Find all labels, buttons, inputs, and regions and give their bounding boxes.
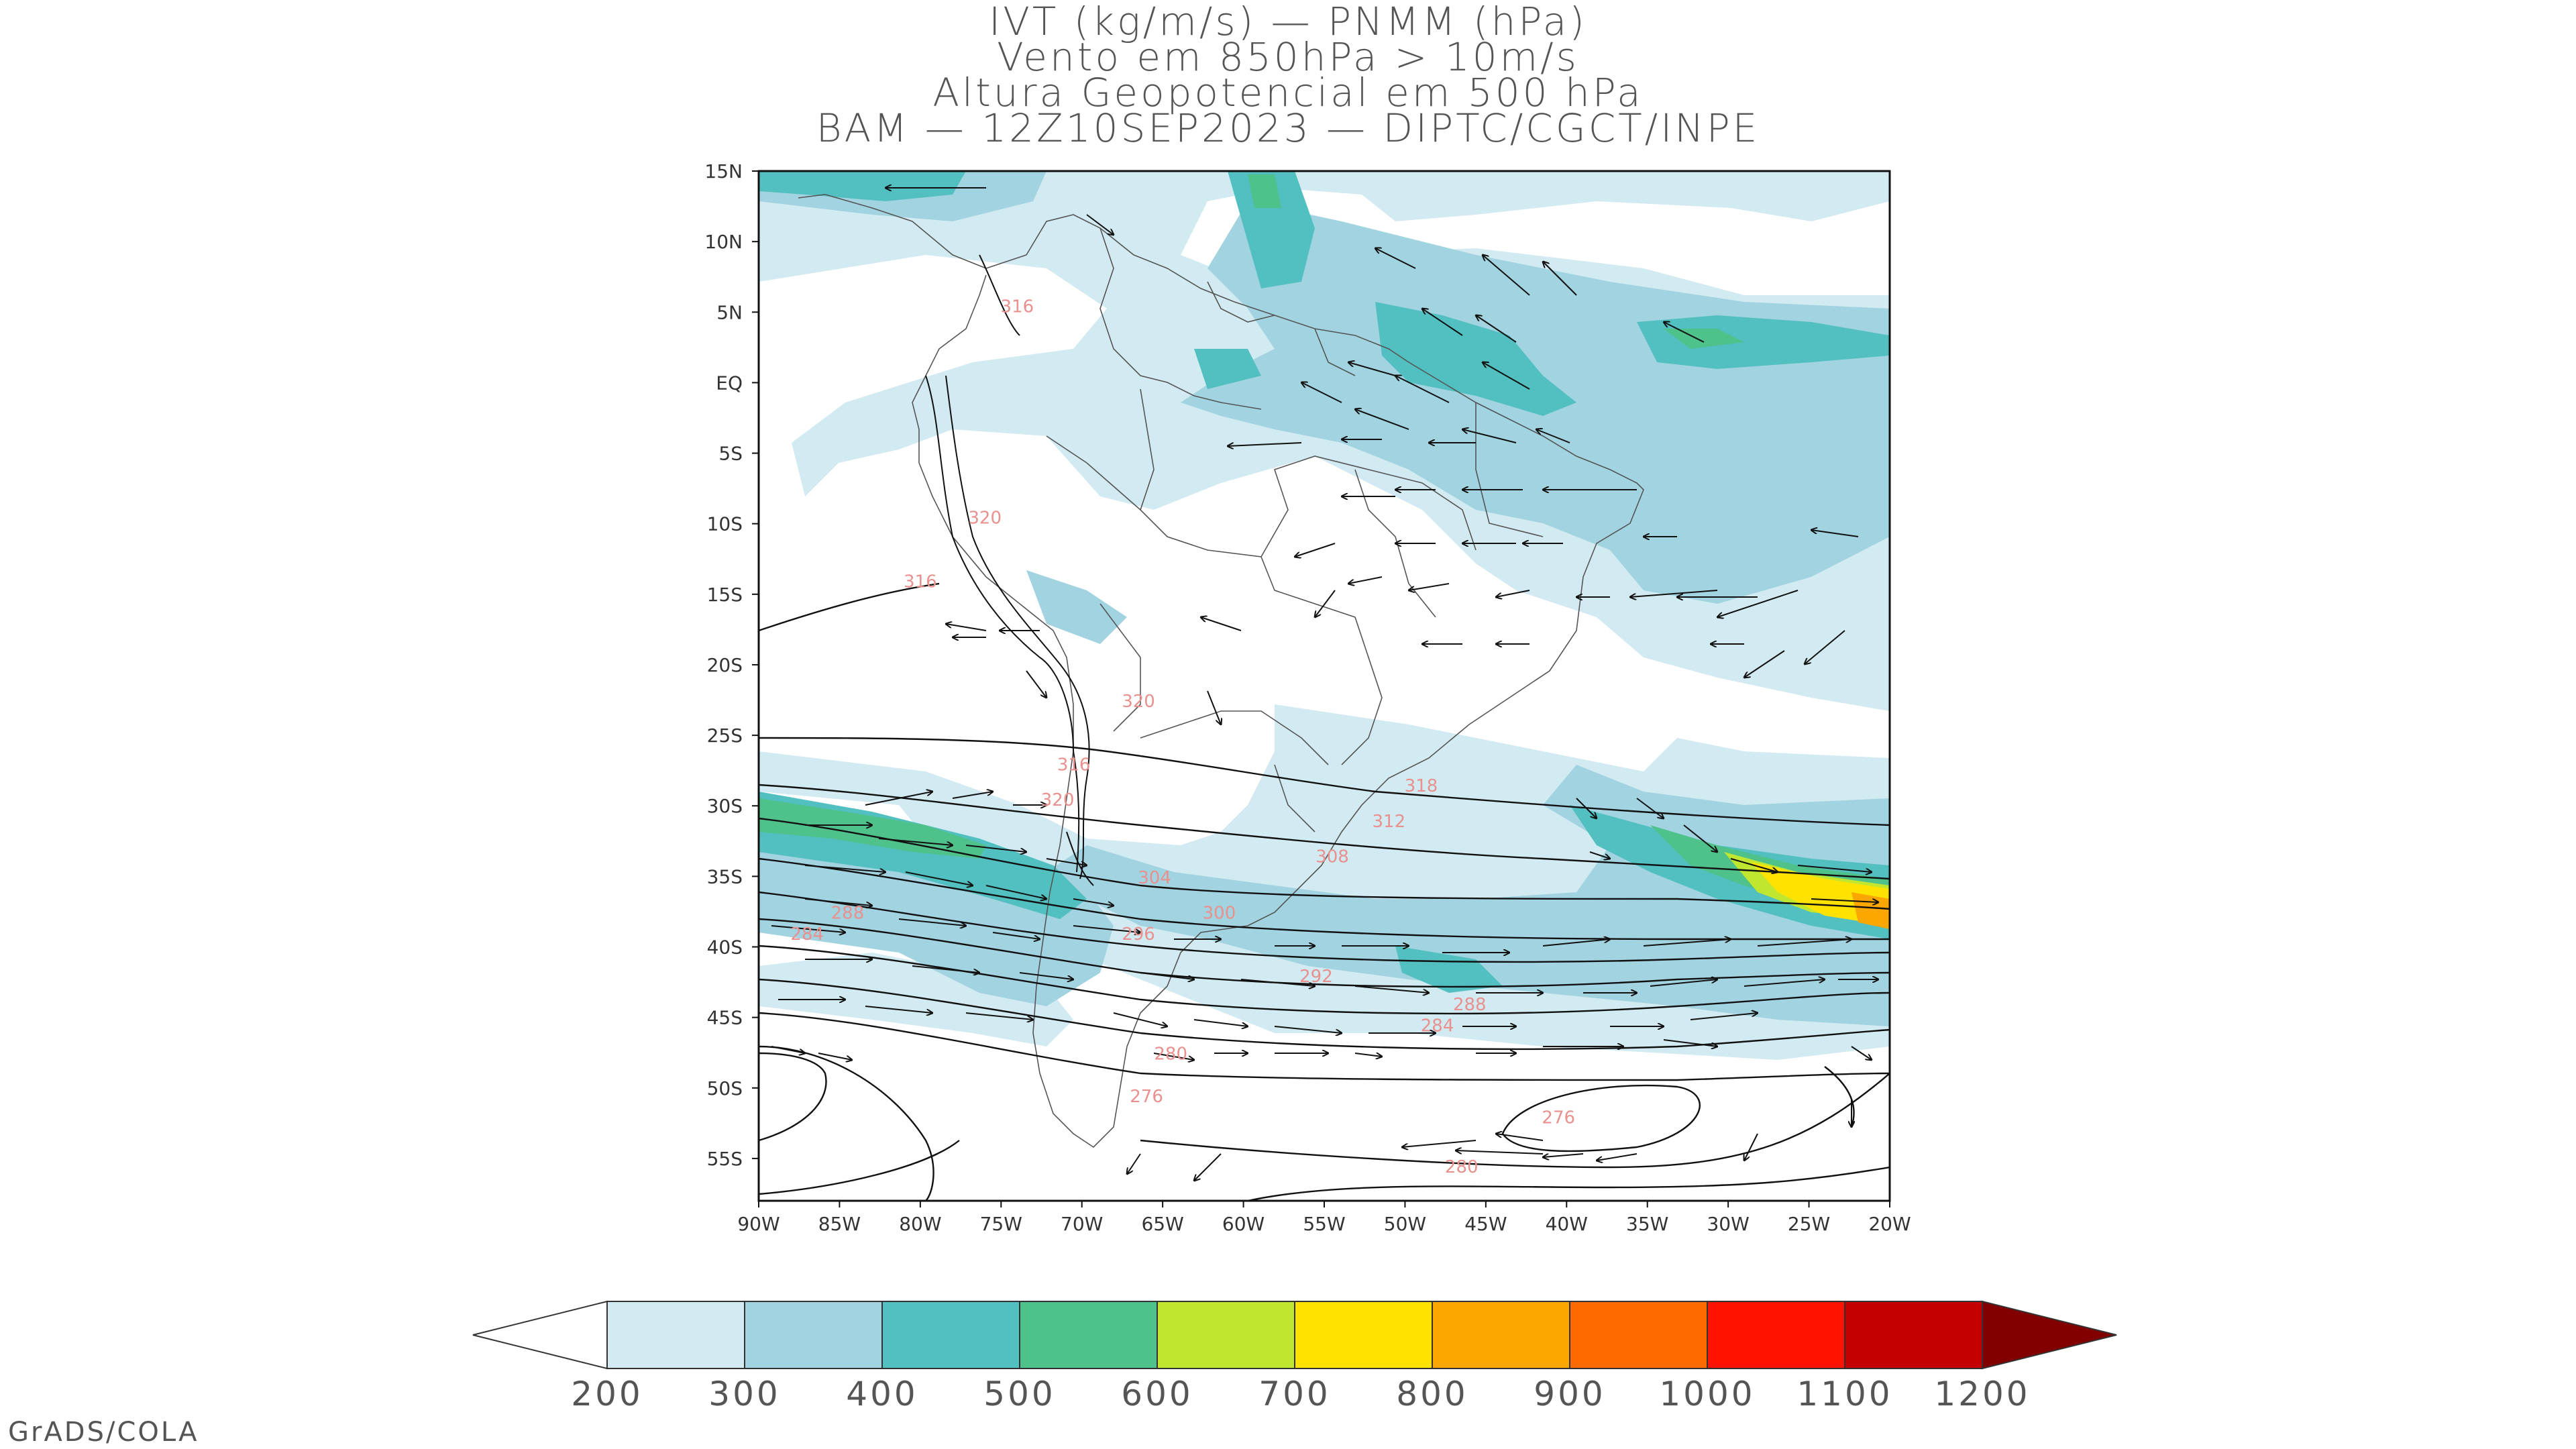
contour-label: 320 xyxy=(1122,692,1155,712)
colorbar-segment xyxy=(1569,1301,1708,1369)
coastline xyxy=(798,194,1644,1148)
colorbar-segment xyxy=(1157,1301,1295,1369)
colorbar-segment xyxy=(1294,1301,1433,1369)
colorbar-label: 700 xyxy=(1258,1375,1330,1413)
lat-tick-label: 50S xyxy=(707,1077,743,1099)
contour-label: 276 xyxy=(1542,1108,1575,1128)
lat-tick-label: 35S xyxy=(707,865,743,888)
contour-label: 318 xyxy=(1405,776,1438,796)
map-plot-area xyxy=(759,171,1890,1201)
title-line-4: BAM — 12Z10SEP2023 — DIPTC/CGCT/INPE xyxy=(816,105,1760,151)
lat-tick-label: 10S xyxy=(707,513,743,535)
contour-label: 312 xyxy=(1373,812,1406,832)
contour-labels: 316 320 316 320 316 320 318 312 308 304 300 296 292 2… xyxy=(790,297,1575,1177)
colorbar-min-triangle xyxy=(472,1300,608,1370)
colorbar-label: 800 xyxy=(1396,1375,1468,1413)
lat-tick-label: EQ xyxy=(716,372,743,394)
contour-label: 284 xyxy=(1421,1016,1454,1036)
colorbar-segment xyxy=(1844,1301,1983,1369)
contour-label: 288 xyxy=(1453,995,1487,1015)
isobars xyxy=(759,582,1890,1201)
lon-tick-label: 85W xyxy=(818,1213,861,1235)
contour-label: 316 xyxy=(1057,755,1091,775)
lat-tick-label: 15N xyxy=(704,160,743,182)
colorbar-label: 900 xyxy=(1534,1375,1605,1413)
contour-label: 276 xyxy=(1130,1087,1163,1107)
lat-tick-label: 15S xyxy=(707,584,743,606)
lat-tick-label: 25S xyxy=(707,724,743,747)
lat-tick-label: 45S xyxy=(707,1007,743,1029)
colorbar-segment xyxy=(1019,1301,1158,1369)
lat-tick-label: 5S xyxy=(718,443,743,465)
colorbar-segment xyxy=(1707,1301,1845,1369)
ivt-shading-700 xyxy=(1751,862,1890,926)
lon-tick-label: 65W xyxy=(1141,1213,1183,1235)
lon-tick-label: 30W xyxy=(1707,1213,1749,1235)
lat-tick-label: 5N xyxy=(716,301,743,323)
wind-vectors xyxy=(771,188,1878,1181)
lon-tick-label: 35W xyxy=(1626,1213,1668,1235)
colorbar-label: 600 xyxy=(1121,1375,1193,1413)
title-line-2: Vento em 850hPa > 10m/s xyxy=(997,34,1579,80)
axis-ticks: 90W 85W 80W 75W 70W 65W 60W 55W 50W 45W 40W 35W 30W 2… xyxy=(704,160,1911,1235)
colorbar-segment xyxy=(606,1301,745,1369)
colorbar-label: 1000 xyxy=(1659,1375,1755,1413)
lon-tick-label: 20W xyxy=(1868,1213,1911,1235)
contour-label: 284 xyxy=(790,924,824,945)
map-title: IVT (kg/m/s) — PNMM (hPa) Vento em 850hP… xyxy=(0,0,2576,151)
colorbar-label: 1100 xyxy=(1796,1375,1892,1413)
colorbar-label: 400 xyxy=(846,1375,918,1413)
colorbar-label: 1200 xyxy=(1934,1375,2030,1413)
credit-text: GrADS/COLA xyxy=(8,1417,199,1448)
lon-tick-label: 80W xyxy=(899,1213,941,1235)
colorbar-label: 300 xyxy=(708,1375,780,1413)
colorbar-label: 500 xyxy=(983,1375,1055,1413)
colorbar-max-triangle xyxy=(1982,1300,2117,1370)
lat-tick-label: 20S xyxy=(707,654,743,676)
lat-tick-label: 30S xyxy=(707,795,743,817)
colorbar-segment xyxy=(744,1301,883,1369)
lat-tick-label: 10N xyxy=(704,231,743,253)
contour-label: 300 xyxy=(1203,903,1236,923)
lat-tick-label: 40S xyxy=(707,936,743,959)
contour-label: 280 xyxy=(1445,1157,1479,1177)
colorbar-segment xyxy=(1432,1301,1570,1369)
lon-tick-label: 60W xyxy=(1222,1213,1265,1235)
contour-label: 292 xyxy=(1299,967,1333,987)
colorbar-segment xyxy=(881,1301,1020,1369)
lon-tick-label: 50W xyxy=(1384,1213,1426,1235)
lon-tick-label: 40W xyxy=(1546,1213,1588,1235)
contour-label: 320 xyxy=(968,508,1002,529)
title-line-3: Altura Geopotencial em 500 hPa xyxy=(932,70,1644,115)
colorbar-label: 200 xyxy=(571,1375,643,1413)
lon-tick-label: 75W xyxy=(980,1213,1022,1235)
contour-label: 288 xyxy=(831,903,865,923)
lon-tick-label: 45W xyxy=(1464,1213,1507,1235)
contour-label: 296 xyxy=(1122,924,1155,945)
lon-tick-label: 70W xyxy=(1061,1213,1103,1235)
title-line-1: IVT (kg/m/s) — PNMM (hPa) xyxy=(989,0,1587,44)
contour-label: 316 xyxy=(1001,297,1034,317)
contour-label: 320 xyxy=(1041,790,1075,810)
contour-label: 280 xyxy=(1154,1044,1187,1065)
lon-tick-label: 25W xyxy=(1788,1213,1830,1235)
lon-tick-label: 55W xyxy=(1303,1213,1345,1235)
lat-tick-label: 55S xyxy=(707,1148,743,1170)
contour-label: 308 xyxy=(1316,847,1349,867)
contour-label: 304 xyxy=(1138,868,1171,888)
lon-tick-label: 90W xyxy=(737,1213,780,1235)
contour-label: 316 xyxy=(904,572,937,592)
andes-contours xyxy=(925,254,1094,886)
